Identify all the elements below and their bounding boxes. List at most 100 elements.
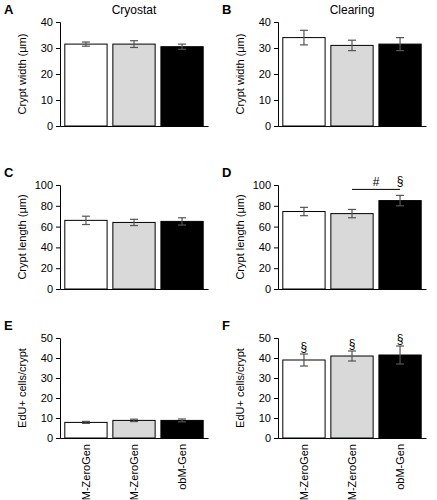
error-bar-cap-top — [82, 421, 90, 422]
y-axis: 020406080100 — [35, 179, 61, 295]
y-tick-mark — [274, 268, 278, 269]
y-axis-line — [56, 186, 61, 290]
y-tick: 40 — [259, 241, 278, 253]
y-tick-mark — [56, 126, 60, 127]
y-tick-mark — [56, 206, 60, 207]
error-bar — [82, 216, 90, 224]
y-axis-line — [274, 23, 279, 127]
error-bar-cap-top — [82, 216, 90, 217]
bar — [113, 222, 155, 289]
error-bar-cap-bottom — [396, 50, 404, 51]
y-tick-label: 0 — [265, 432, 271, 444]
error-bar-cap-bottom — [396, 205, 404, 206]
panel-label: F — [222, 318, 230, 333]
y-tick-mark — [274, 74, 278, 75]
y-tick: 20 — [259, 262, 278, 274]
error-bar-cap-bottom — [348, 50, 356, 51]
plot-area — [283, 346, 421, 438]
y-tick-label: 20 — [41, 262, 53, 274]
y-tick: 0 — [265, 120, 278, 132]
y-tick: 20 — [41, 392, 60, 404]
title: Cryostat — [112, 3, 157, 17]
y-tick-label: 80 — [259, 200, 271, 212]
y-tick: 10 — [41, 94, 60, 106]
y-tick-mark — [274, 338, 278, 339]
bar — [65, 44, 107, 126]
error-bar-stem — [351, 40, 352, 50]
y-tick-label: 60 — [41, 221, 53, 233]
bar — [161, 420, 203, 438]
y-tick-label: 40 — [41, 16, 53, 28]
x-axis — [279, 126, 427, 128]
x-axis — [279, 289, 427, 291]
y-tick-label: 20 — [41, 392, 53, 404]
error-bar-stem — [399, 195, 400, 205]
y-tick-label: 0 — [265, 283, 271, 295]
y-tick-mark — [274, 398, 278, 399]
y-tick-label: 20 — [41, 68, 53, 80]
error-bar — [178, 419, 186, 422]
error-bar-cap-top — [396, 37, 404, 38]
y-axis-line — [274, 186, 279, 290]
error-bar-cap-bottom — [300, 365, 308, 366]
error-bar — [130, 419, 138, 421]
error-bar — [178, 218, 186, 225]
error-bar-cap-top — [300, 30, 308, 31]
y-tick: 40 — [41, 16, 60, 28]
y-tick-label: 100 — [35, 179, 53, 191]
x-tick-label: obM-Gen — [394, 444, 406, 490]
y-tick-mark — [56, 74, 60, 75]
y-tick-mark — [56, 22, 60, 23]
error-bar-cap-top — [82, 41, 90, 42]
error-bar-cap-top — [178, 418, 186, 419]
y-tick-mark — [274, 289, 278, 290]
y-tick: 60 — [259, 221, 278, 233]
y-tick: 40 — [41, 352, 60, 364]
y-tick: 80 — [259, 200, 278, 212]
y-tick-label: 30 — [259, 372, 271, 384]
x-tick-label: LnM-ZeroGen — [80, 444, 92, 500]
error-bar — [300, 30, 308, 45]
y-tick-label: 40 — [259, 241, 271, 253]
y-tick-mark — [274, 126, 278, 127]
y-tick-mark — [56, 438, 60, 439]
y-tick: 10 — [41, 412, 60, 424]
panel-label: B — [222, 2, 231, 17]
y-tick: 40 — [259, 16, 278, 28]
bar — [331, 356, 373, 438]
x-axis-line — [279, 438, 427, 439]
error-bar — [300, 354, 308, 366]
error-bar-stem — [351, 209, 352, 217]
y-tick: 20 — [41, 262, 60, 274]
y-tick: 20 — [259, 68, 278, 80]
y-tick-mark — [274, 48, 278, 49]
error-bar-cap-bottom — [82, 46, 90, 47]
y-tick-mark — [274, 378, 278, 379]
y-axis: 01020304050 — [259, 332, 279, 444]
y-axis-title: EdU+ cells/crypt — [16, 348, 28, 428]
y-tick-label: 10 — [41, 412, 53, 424]
plot-area — [283, 195, 421, 289]
y-tick-mark — [56, 185, 60, 186]
error-bar-cap-top — [130, 40, 138, 41]
error-bar — [130, 219, 138, 225]
y-tick-mark — [56, 398, 60, 399]
error-bar-stem — [181, 44, 182, 49]
bar — [283, 38, 325, 126]
y-tick-label: 40 — [41, 241, 53, 253]
y-tick-label: 0 — [47, 432, 53, 444]
error-bar-cap-bottom — [130, 421, 138, 422]
x-axis-line — [61, 289, 209, 290]
bar — [331, 214, 373, 289]
error-bar-cap-bottom — [300, 44, 308, 45]
y-tick-mark — [274, 206, 278, 207]
y-tick-label: 50 — [41, 332, 53, 344]
y-tick-label: 20 — [259, 262, 271, 274]
figure: 010203040Crypt width (μm)CryostatA010203… — [0, 0, 437, 500]
panel-label: E — [4, 318, 13, 333]
error-bar-cap-top — [178, 217, 186, 218]
y-tick: 30 — [41, 372, 60, 384]
error-bar — [82, 421, 90, 423]
x-tick: LnM-ZeroGen — [80, 438, 92, 500]
y-axis-line — [56, 339, 61, 439]
